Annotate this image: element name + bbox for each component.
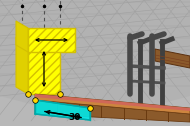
Polygon shape: [155, 49, 190, 68]
Polygon shape: [35, 100, 90, 120]
Polygon shape: [16, 37, 28, 94]
Polygon shape: [0, 0, 190, 121]
Text: 30: 30: [68, 114, 80, 122]
Polygon shape: [16, 21, 28, 52]
Polygon shape: [28, 28, 75, 52]
Polygon shape: [35, 100, 190, 122]
Polygon shape: [35, 94, 190, 111]
Polygon shape: [28, 44, 60, 94]
Polygon shape: [35, 94, 190, 114]
